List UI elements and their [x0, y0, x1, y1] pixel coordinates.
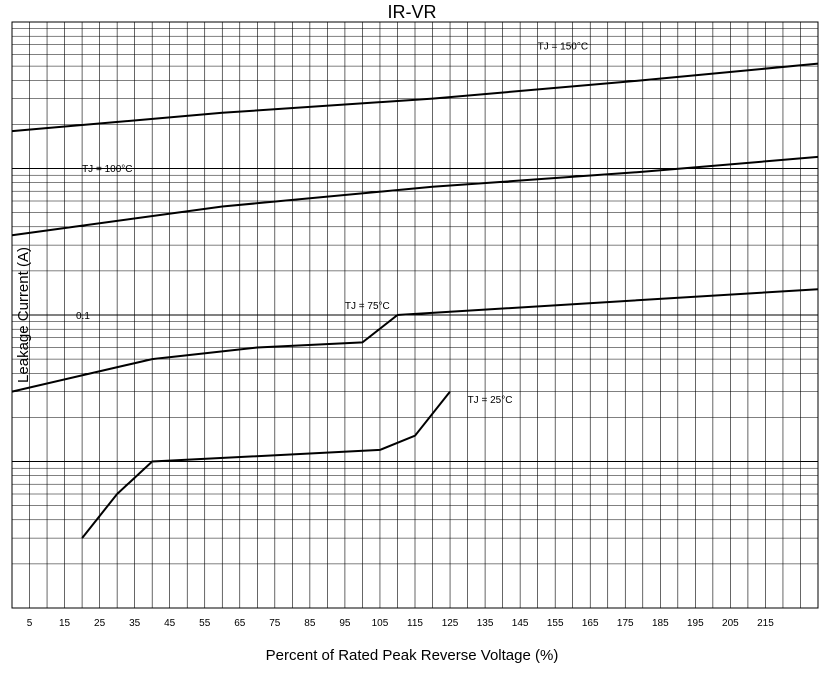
series-line — [11, 62, 819, 133]
x-tick-label: 15 — [59, 618, 71, 629]
x-tick-label: 115 — [407, 618, 423, 629]
x-tick-label: 165 — [582, 618, 599, 629]
x-tick-label: 205 — [722, 618, 739, 629]
tick-labels: 5 15 25 35 45 55 65 75 85 95 105 115 125 135 145 155 165… — [27, 311, 774, 629]
x-tick-label: 215 — [757, 618, 774, 629]
x-tick-label: 145 — [512, 618, 529, 629]
series-label: TJ = 25°C — [468, 395, 513, 406]
x-axis-title: Percent of Rated Peak Reverse Voltage (%… — [266, 647, 559, 664]
x-tick-label: 45 — [164, 618, 176, 629]
x-tick-label: 135 — [477, 618, 494, 629]
series-line — [81, 390, 451, 539]
x-tick-label: 25 — [94, 618, 106, 629]
x-tick-label: 195 — [687, 618, 704, 629]
x-tick-label: 185 — [652, 618, 669, 629]
x-tick-label: 155 — [547, 618, 564, 629]
series-line — [11, 155, 819, 237]
annotations: TJ = 150°C TJ = 100°C TJ = 75°C TJ = 25°C IR… — [15, 2, 588, 664]
x-tick-label: 65 — [234, 618, 246, 629]
x-tick-label: 55 — [199, 618, 211, 629]
x-tick-label: 175 — [617, 618, 634, 629]
series-label: TJ = 75°C — [345, 301, 390, 312]
series-layer — [11, 62, 819, 539]
y-tick-label: 0.1 — [76, 311, 90, 322]
x-tick-label: 95 — [339, 618, 351, 629]
x-tick-label: 35 — [129, 618, 141, 629]
chart-title: IR-VR — [388, 2, 437, 22]
x-tick-label: 105 — [372, 618, 389, 629]
x-tick-label: 85 — [304, 618, 316, 629]
x-tick-label: 5 — [27, 618, 33, 629]
x-tick-label: 75 — [269, 618, 281, 629]
series-line — [11, 288, 819, 393]
y-axis-title: Leakage Current (A) — [15, 247, 32, 383]
series-label: TJ = 150°C — [538, 41, 588, 52]
grid — [11, 21, 819, 609]
series-label: TJ = 100°C — [82, 164, 132, 175]
x-tick-label: 125 — [442, 618, 459, 629]
